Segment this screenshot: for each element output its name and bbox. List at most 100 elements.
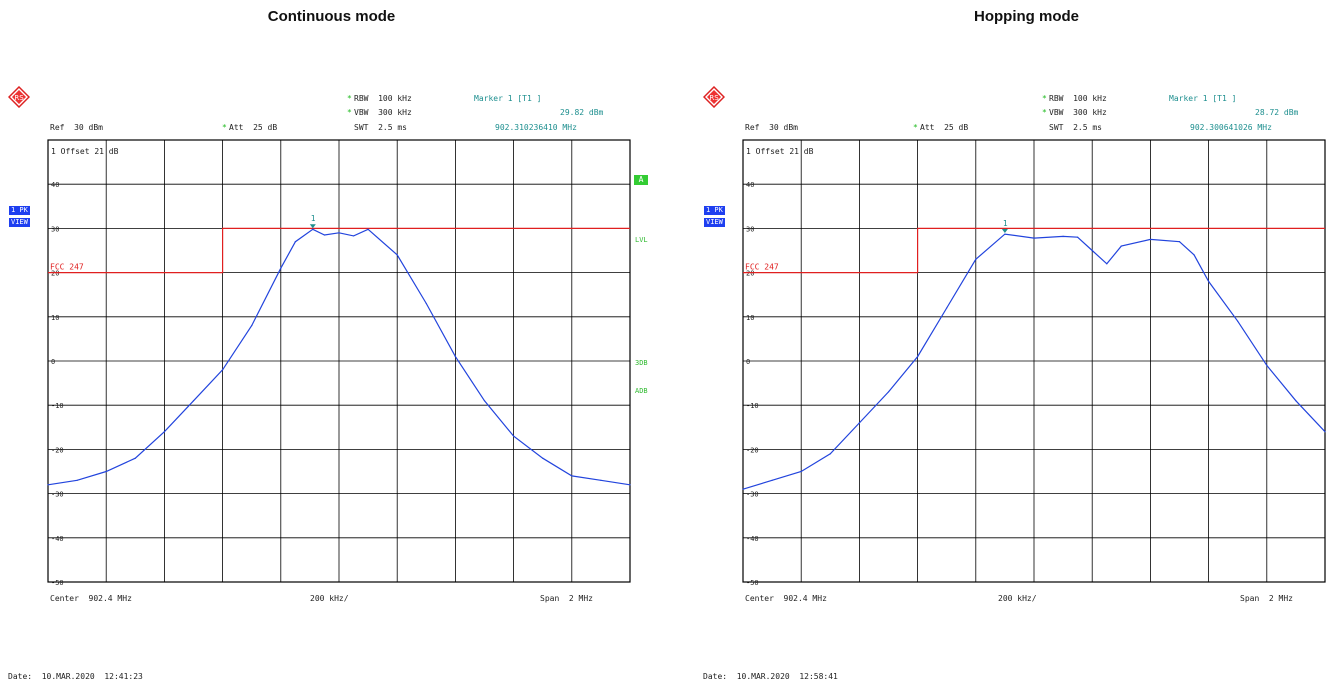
marker-triangle xyxy=(309,224,316,229)
trace-point xyxy=(1193,254,1195,256)
offset-label: 1 Offset 21 dB xyxy=(51,147,119,156)
trace-point xyxy=(829,453,831,455)
spectrum-plot: 40 30 20 10 0 -10 -20 -30 -40 -50 1 Offset 21 dB FC… xyxy=(47,139,631,587)
y-tick-label: 30 xyxy=(51,225,59,233)
rbw-label: RBW 100 kHz xyxy=(1049,94,1107,103)
marker-frequency: 902.300641026 MHz xyxy=(1190,123,1272,132)
status-label-adb: ADB xyxy=(635,387,648,395)
chart-title: Continuous mode xyxy=(267,8,396,25)
y-tick-label: 20 xyxy=(746,270,754,278)
trace-point xyxy=(1106,263,1108,265)
swt-label: SWT 2.5 ms xyxy=(354,123,407,132)
center-frequency-label: Center 902.4 MHz xyxy=(745,594,827,603)
trace-point xyxy=(1237,320,1239,322)
y-tick-label: -30 xyxy=(51,491,64,499)
trace-point xyxy=(1004,233,1006,235)
trace-point xyxy=(771,479,773,481)
marker-triangle xyxy=(1001,229,1008,234)
trace-point xyxy=(629,484,631,486)
vbw-label: VBW 300 kHz xyxy=(354,108,412,117)
y-tick-label: 40 xyxy=(746,181,754,189)
trace-badge-view: VIEW xyxy=(704,218,725,227)
limit-line-label: FCC 247 xyxy=(745,263,779,272)
trace-point xyxy=(352,235,355,237)
swt-label: SWT 2.5 ms xyxy=(1049,123,1102,132)
y-tick-label: -20 xyxy=(746,446,759,454)
trace-point xyxy=(47,484,49,486)
status-label-3db: 3DB xyxy=(635,359,648,367)
spectrum-plot: 40 30 20 10 0 -10 -20 -30 -40 -50 1 Offset 21 dB FC… xyxy=(742,139,1326,587)
trace-point xyxy=(946,307,948,309)
division-label: 200 kHz/ xyxy=(310,594,349,603)
trace-point xyxy=(1120,245,1122,247)
trace-point xyxy=(1324,431,1326,433)
y-tick-label: -40 xyxy=(746,535,759,543)
y-tick-label: -40 xyxy=(51,535,64,543)
svg-text:RS: RS xyxy=(709,94,719,102)
trace-point xyxy=(338,232,340,234)
svg-text:RS: RS xyxy=(14,94,24,102)
y-tick-label: 0 xyxy=(51,358,55,366)
trace-point xyxy=(454,355,456,358)
ref-level-label: Ref 30 dBm xyxy=(50,123,103,132)
trace-point xyxy=(192,400,195,402)
trace-point xyxy=(1208,280,1210,283)
trace-point xyxy=(323,234,326,236)
trace-point xyxy=(1295,400,1297,402)
spectrum-panel-continuous: Continuous mode RS * RBW 100 kHz * VBW 3… xyxy=(0,0,663,687)
trace-point xyxy=(571,475,573,477)
trace-point xyxy=(1091,249,1093,252)
y-tick-label: -10 xyxy=(51,402,64,410)
date-stamp: Date: 10.MAR.2020 12:41:23 xyxy=(8,672,143,681)
trace-point xyxy=(425,302,427,305)
rohde-schwarz-logo: RS xyxy=(703,86,725,108)
limit-line xyxy=(48,227,630,274)
trace-point xyxy=(1266,364,1268,367)
trace-point xyxy=(975,258,977,260)
trace-point xyxy=(600,479,602,481)
y-tick-label: 10 xyxy=(746,314,754,322)
y-tick-label: -10 xyxy=(746,402,759,410)
marker-title: Marker 1 [T1 ] xyxy=(474,94,542,103)
trace-badge-pk: 1 PK xyxy=(9,206,30,215)
trace-point xyxy=(251,325,253,327)
trace-point xyxy=(367,228,369,230)
rohde-schwarz-logo: RS xyxy=(8,86,30,108)
division-label: 200 kHz/ xyxy=(998,594,1037,603)
trace-point xyxy=(134,457,136,459)
center-frequency-label: Center 902.4 MHz xyxy=(50,594,132,603)
y-tick-label: -50 xyxy=(51,579,64,587)
vbw-label: VBW 300 kHz xyxy=(1049,108,1107,117)
trace-point xyxy=(513,435,515,437)
rbw-label: RBW 100 kHz xyxy=(354,94,412,103)
trace-point xyxy=(294,241,296,243)
trace-point xyxy=(1178,241,1181,243)
attenuation-label: Att 25 dB xyxy=(920,123,969,132)
trace-point xyxy=(105,470,107,473)
marker-label: 1 xyxy=(1003,219,1008,228)
spectrum-panel-hopping: Hopping mode RS * RBW 100 kHz * VBW 300 … xyxy=(695,0,1327,687)
y-tick-label: 30 xyxy=(746,225,754,233)
marker-label: 1 xyxy=(311,214,316,223)
trace-point xyxy=(396,254,398,256)
y-tick-label: -50 xyxy=(746,579,759,587)
marker-frequency: 902.310236410 MHz xyxy=(495,123,577,132)
trace-badge-view: VIEW xyxy=(9,218,30,227)
spectrum-trace xyxy=(742,233,1326,490)
y-tick-label: 10 xyxy=(51,314,59,322)
ref-level-label: Ref 30 dBm xyxy=(745,123,798,132)
trace-point xyxy=(76,479,78,481)
status-box-a: A xyxy=(634,175,648,185)
trace-point xyxy=(312,228,314,230)
marker-level: 29.82 dBm xyxy=(560,108,604,117)
trace-point xyxy=(800,470,802,473)
trace-point xyxy=(1033,237,1035,239)
y-tick-label: -20 xyxy=(51,446,64,454)
y-tick-label: 20 xyxy=(51,270,59,278)
offset-label: 1 Offset 21 dB xyxy=(746,147,814,156)
span-label: Span 2 MHz xyxy=(540,594,593,603)
trace-point xyxy=(483,400,486,402)
spectrum-trace xyxy=(47,228,631,486)
span-label: Span 2 MHz xyxy=(1240,594,1293,603)
status-label-lvl: LVL xyxy=(635,236,648,244)
